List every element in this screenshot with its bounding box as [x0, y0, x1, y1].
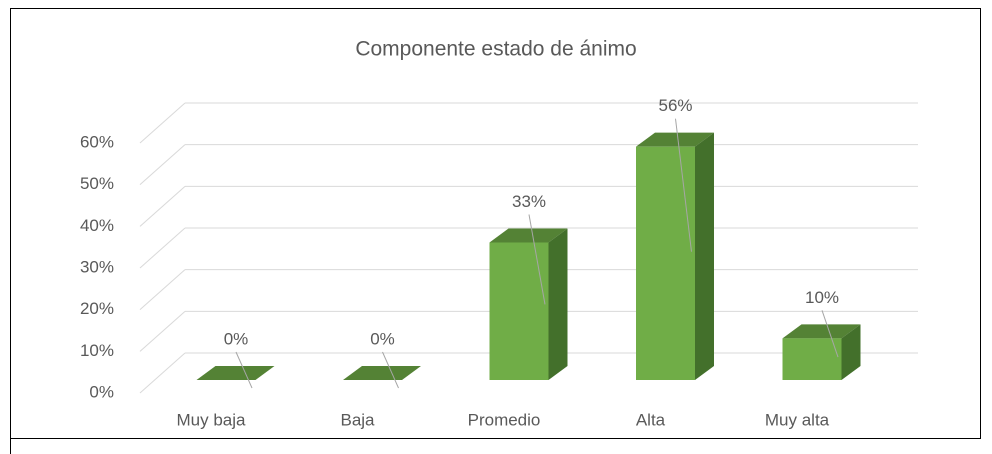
leader-line [382, 351, 399, 389]
bar-top [343, 366, 421, 380]
grid-line [139, 102, 186, 144]
leader-line [235, 351, 253, 389]
bar [489, 242, 549, 380]
x-tick-label: Baja [340, 410, 375, 429]
bar-top [782, 324, 861, 339]
y-tick-label: 30% [80, 257, 114, 276]
y-tick-label: 40% [80, 216, 114, 235]
data-label: 0% [224, 329, 249, 348]
grid-line [139, 269, 186, 311]
leader-line [821, 310, 839, 358]
grid-line [139, 310, 186, 352]
data-label: 33% [512, 192, 546, 211]
grid-line [139, 227, 186, 269]
x-tick-label: Muy alta [765, 410, 830, 429]
bar-side [548, 228, 568, 380]
grid-line [139, 352, 186, 394]
y-tick-label: 60% [80, 132, 114, 151]
data-label: 56% [658, 96, 692, 115]
x-tick-label: Alta [636, 410, 666, 429]
bar-side [695, 132, 714, 380]
chart-title: Componente estado de ánimo [355, 38, 636, 61]
data-label: 0% [370, 329, 395, 348]
bar-top [489, 228, 568, 243]
bar [636, 146, 695, 380]
leader-line [675, 118, 692, 252]
x-tick-label: Muy baja [177, 410, 247, 429]
y-tick-label: 10% [80, 341, 114, 360]
y-tick-label: 0% [89, 382, 114, 401]
bar-side [841, 324, 861, 380]
y-tick-label: 20% [80, 299, 114, 318]
x-tick-label: Promedio [468, 410, 541, 429]
leader-line [528, 214, 546, 305]
bar-top [636, 132, 714, 147]
grid-line [139, 144, 186, 186]
grid-line [139, 185, 186, 227]
y-tick-label: 50% [80, 174, 114, 193]
bar [782, 338, 842, 380]
data-label: 10% [805, 288, 839, 307]
bar-top [196, 366, 275, 380]
